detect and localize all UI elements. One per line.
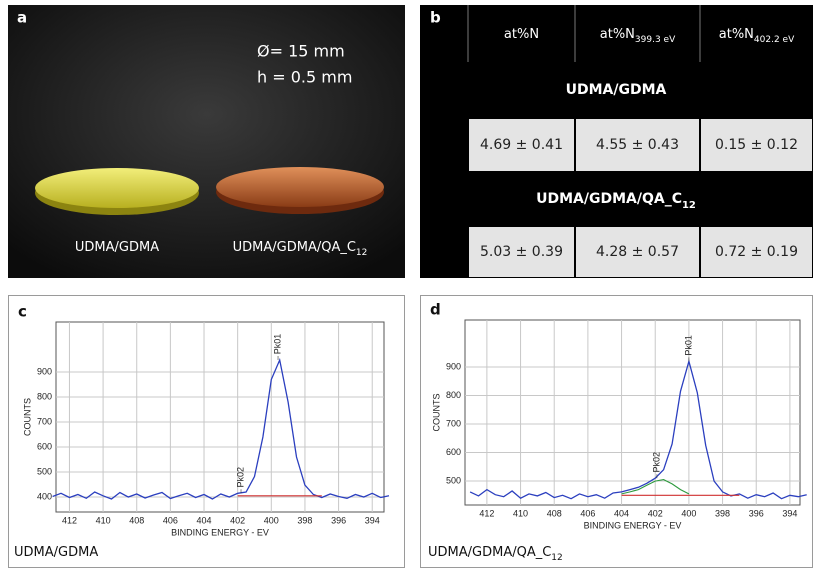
table-value: 5.03 ± 0.39 (480, 244, 563, 260)
column-header-main: at%N (600, 27, 635, 42)
peak-label: Pk01 (272, 334, 282, 355)
x-tick-label: 406 (580, 508, 595, 518)
x-tick-label: 398 (715, 508, 730, 518)
plot-area (56, 322, 384, 512)
panel-label: d (430, 301, 441, 319)
x-tick-label: 400 (264, 515, 279, 525)
y-tick-label: 400 (37, 491, 52, 501)
caption: UDMA/GDMA (14, 545, 98, 560)
group-title-main: UDMA/GDMA/QA_C (536, 191, 682, 207)
caption-main: UDMA/GDMA (14, 545, 98, 560)
column-header-sub: 402.2 eV (754, 35, 795, 45)
panel-label: a (17, 9, 27, 27)
dimension: Ø= 15 mm (257, 42, 345, 61)
y-tick-label: 500 (37, 466, 52, 476)
panel-label: b (430, 9, 441, 27)
peak-label: Pk02 (651, 452, 661, 473)
y-axis-label: COUNTS (431, 394, 441, 432)
peak-label: Pk02 (235, 467, 245, 488)
sample-label-main: UDMA/GDMA (75, 240, 159, 255)
disc (216, 167, 384, 207)
group-title-main: UDMA/GDMA (566, 82, 667, 98)
table-value: 0.72 ± 0.19 (715, 244, 798, 260)
x-tick-label: 400 (681, 508, 696, 518)
column-header: at%N (504, 27, 539, 42)
x-tick-label: 402 (230, 515, 245, 525)
table-value: 4.69 ± 0.41 (480, 137, 563, 153)
x-tick-label: 396 (749, 508, 764, 518)
column-header-main: at%N (719, 27, 754, 42)
y-tick-label: 900 (446, 361, 461, 371)
column-header-sub: 399.3 eV (635, 35, 676, 45)
table-value: 4.28 ± 0.57 (596, 244, 679, 260)
x-tick-label: 408 (547, 508, 562, 518)
y-tick-label: 700 (37, 416, 52, 426)
x-tick-label: 394 (782, 508, 797, 518)
y-tick-label: 800 (37, 391, 52, 401)
table-value: 0.15 ± 0.12 (715, 137, 798, 153)
sample-label: UDMA/GDMA (75, 240, 159, 255)
y-axis-label: COUNTS (22, 398, 32, 436)
group-title: UDMA/GDMA (566, 82, 667, 98)
x-tick-label: 394 (365, 515, 380, 525)
photo (8, 5, 405, 278)
x-tick-label: 410 (513, 508, 528, 518)
peak-label: Pk01 (683, 335, 693, 356)
x-tick-label: 404 (197, 515, 212, 525)
page: {"panel_a": {"panel_label": "a", "dimens… (0, 0, 813, 568)
x-tick-label: 408 (129, 515, 144, 525)
group-title-sub: 12 (682, 200, 696, 211)
caption-sub: 12 (551, 553, 562, 563)
sample-label-sub: 12 (356, 248, 367, 258)
y-tick-label: 600 (446, 447, 461, 457)
y-tick-label: 900 (37, 366, 52, 376)
sample-label-main: UDMA/GDMA/QA_C (233, 240, 356, 255)
plot-area (465, 320, 800, 505)
x-tick-label: 412 (479, 508, 494, 518)
y-tick-label: 800 (446, 390, 461, 400)
x-tick-label: 404 (614, 508, 629, 518)
x-tick-label: 406 (163, 515, 178, 525)
y-tick-label: 600 (37, 441, 52, 451)
x-tick-label: 398 (297, 515, 312, 525)
table-value: 4.55 ± 0.43 (596, 137, 679, 153)
panel-label: c (18, 303, 27, 321)
figure: a Ø= 15 mm h = 0.5 mm UDMA/GDMA UDMA/GDMA/QA… (0, 0, 813, 568)
x-tick-label: 396 (331, 515, 346, 525)
x-axis-label: BINDING ENERGY - EV (584, 520, 682, 530)
y-tick-label: 700 (446, 418, 461, 428)
column-header-main: at%N (504, 27, 539, 42)
x-tick-label: 402 (648, 508, 663, 518)
y-tick-label: 500 (446, 475, 461, 485)
x-axis-label: BINDING ENERGY - EV (171, 527, 269, 537)
caption-main: UDMA/GDMA/QA_C (428, 545, 551, 560)
disc (35, 168, 199, 208)
x-tick-label: 412 (62, 515, 77, 525)
dimension: h = 0.5 mm (257, 68, 352, 87)
x-tick-label: 410 (96, 515, 111, 525)
